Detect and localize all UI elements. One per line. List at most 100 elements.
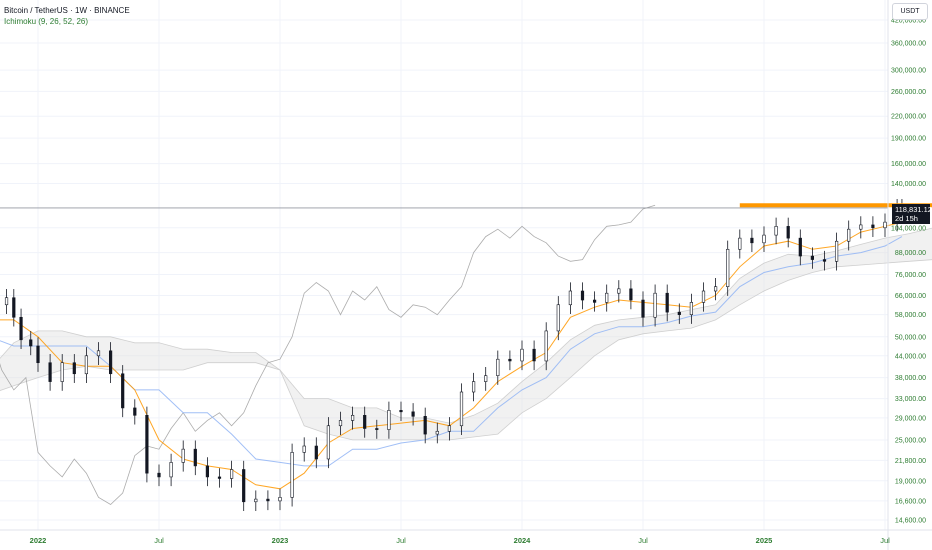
candle-body: [435, 430, 439, 435]
candle-body: [411, 411, 415, 417]
candle-body: [508, 358, 512, 362]
candle-body: [217, 476, 222, 479]
chart-overlays: [0, 203, 932, 209]
candle-body: [145, 415, 149, 474]
x-tick-label: 2022: [30, 536, 47, 545]
candle-body: [798, 237, 802, 257]
x-tick-label: Jul: [154, 536, 164, 545]
time-axis: 2022Jul2023Jul2024Jul2025Jul2026Jul2027J…: [0, 529, 932, 545]
y-tick-label: 21,800.00: [895, 458, 926, 465]
candle-body: [387, 410, 391, 430]
candle-body: [641, 299, 645, 318]
x-tick-label: Jul: [880, 536, 890, 545]
candle-body: [532, 348, 536, 362]
candle-body: [847, 228, 851, 242]
x-tick-label: 2024: [514, 536, 532, 545]
y-tick-label: 50,000.00: [895, 334, 926, 341]
candle-body: [242, 469, 246, 503]
candle-body: [713, 286, 718, 292]
y-tick-label: 140,000.00: [891, 181, 926, 188]
candle-body: [653, 292, 657, 318]
y-tick-label: 14,600.00: [895, 518, 926, 525]
candle-body: [278, 497, 282, 502]
candle-body: [738, 237, 742, 250]
candle-body: [181, 448, 185, 463]
candle-body: [399, 410, 403, 413]
cloud-lower-line: [0, 259, 932, 441]
candle-body: [459, 391, 464, 427]
y-tick-label: 44,000.00: [895, 353, 926, 360]
candle-body: [314, 445, 318, 460]
y-tick-label: 160,000.00: [891, 161, 926, 168]
candle-body: [834, 240, 839, 262]
cloud-upper-line: [0, 227, 932, 424]
x-tick-label: 2023: [272, 536, 289, 545]
candle-body: [484, 375, 488, 382]
candle-body: [750, 237, 754, 244]
y-tick-label: 104,000.00: [891, 225, 926, 232]
candle-body: [19, 316, 23, 341]
candle-body: [423, 416, 427, 435]
candle-body: [822, 259, 827, 262]
candle-body: [12, 297, 16, 318]
candle-body: [4, 297, 9, 306]
candle-body: [774, 226, 778, 236]
candle-body: [157, 472, 161, 478]
candle-body: [617, 288, 621, 294]
y-tick-label: 260,000.00: [891, 89, 926, 96]
candle-body: [96, 350, 101, 357]
y-tick-label: 19,000.00: [895, 478, 926, 485]
candle-body: [109, 350, 113, 375]
candle-body: [302, 445, 306, 453]
candle-body: [762, 234, 766, 244]
y-tick-label: 76,000.00: [895, 272, 926, 279]
candle-body: [338, 420, 343, 427]
candle-body: [726, 248, 730, 287]
candle-body: [665, 292, 669, 313]
candle-body: [544, 330, 548, 362]
candle-body: [29, 339, 33, 347]
candle-body: [447, 425, 452, 432]
candle-body: [580, 290, 585, 301]
indicator-label[interactable]: Ichimoku (9, 26, 52, 26): [4, 17, 89, 26]
candle-body: [205, 465, 210, 478]
candle-body: [193, 448, 197, 467]
x-tick-label: 2025: [756, 536, 773, 545]
candle-body: [350, 415, 355, 421]
candle-body: [859, 224, 863, 230]
candle-body: [883, 221, 887, 229]
candle-body: [121, 373, 125, 409]
bar-countdown: 2d 15h: [895, 214, 918, 223]
ichimoku-cloud: [0, 227, 932, 441]
y-tick-label: 66,000.00: [895, 293, 926, 300]
y-tick-label: 190,000.00: [891, 136, 926, 143]
chart-legend: Bitcoin / TetherUS · 1W · BINANCE Ichimo…: [4, 5, 130, 27]
candle-body: [266, 498, 270, 502]
y-tick-label: 88,000.00: [895, 250, 926, 257]
x-tick-label: Jul: [638, 536, 648, 545]
candle-body: [471, 381, 476, 393]
candle-body: [556, 304, 560, 332]
candle-body: [496, 358, 500, 376]
candle-body: [689, 302, 693, 315]
candle-body: [326, 425, 331, 460]
candle-body: [786, 226, 790, 239]
currency-button[interactable]: USDT: [892, 3, 928, 20]
y-tick-label: 420,000.00: [891, 18, 926, 25]
y-tick-label: 360,000.00: [891, 40, 926, 47]
y-tick-label: 38,000.00: [895, 375, 926, 382]
candle-body: [871, 224, 875, 229]
y-tick-label: 58,000.00: [895, 312, 926, 319]
candle-body: [375, 428, 379, 430]
candle-body: [677, 311, 681, 315]
candle-body: [254, 498, 258, 503]
candle-body: [520, 348, 524, 362]
y-tick-label: 220,000.00: [891, 114, 926, 121]
symbol-title[interactable]: Bitcoin / TetherUS · 1W · BINANCE: [4, 6, 130, 15]
last-price-value: 118,831.12: [895, 205, 932, 214]
x-tick-label: Jul: [396, 536, 406, 545]
last-price-tag: 118,831.12 2d 15h: [892, 204, 932, 224]
lagging-span-line: [0, 204, 656, 505]
y-tick-label: 33,000.00: [895, 396, 926, 403]
